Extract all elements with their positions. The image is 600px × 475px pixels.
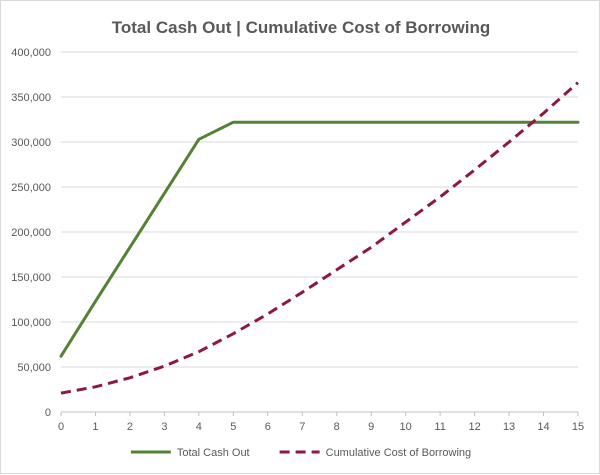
x-tick-label: 9 bbox=[368, 421, 374, 433]
y-tick-label: 400,000 bbox=[11, 47, 51, 59]
chart-title: Total Cash Out | Cumulative Cost of Borr… bbox=[112, 18, 490, 37]
x-tick-label: 5 bbox=[230, 421, 236, 433]
y-tick-label: 350,000 bbox=[11, 92, 51, 104]
x-tick-label: 7 bbox=[299, 421, 305, 433]
x-tick-label: 8 bbox=[334, 421, 340, 433]
x-tick-label: 1 bbox=[92, 421, 98, 433]
legend-label-2: Cumulative Cost of Borrowing bbox=[326, 447, 472, 459]
legend: Total Cash Out Cumulative Cost of Borrowi… bbox=[130, 447, 472, 459]
x-tick-label: 11 bbox=[434, 421, 445, 433]
gridlines bbox=[60, 51, 579, 416]
y-tick-label: 300,000 bbox=[11, 137, 51, 149]
series-lines bbox=[59, 81, 580, 395]
x-tick-label: 14 bbox=[537, 421, 549, 433]
x-tick-label: 4 bbox=[196, 421, 202, 433]
x-tick-label: 6 bbox=[265, 421, 271, 433]
series-line-1 bbox=[59, 120, 580, 358]
y-tick-label: 100,000 bbox=[11, 317, 51, 329]
x-tick-label: 0 bbox=[58, 421, 64, 433]
y-tick-label: 0 bbox=[45, 407, 51, 419]
y-tick-label: 50,000 bbox=[17, 362, 51, 374]
x-tick-label: 13 bbox=[503, 421, 515, 433]
x-tick-label: 2 bbox=[127, 421, 133, 433]
y-tick-label: 150,000 bbox=[11, 272, 51, 284]
legend-label-1: Total Cash Out bbox=[177, 447, 250, 459]
x-tick-label: 15 bbox=[572, 421, 584, 433]
x-tick-label: 10 bbox=[400, 421, 412, 433]
y-axis-tick-labels: 0 50,000 100,000 150,000 200,000 250,000 300,0… bbox=[11, 47, 51, 419]
x-tick-label: 3 bbox=[161, 421, 167, 433]
x-axis-tick-labels: 0 1 2 3 4 5 6 7 8 9 10 11 12 13 14 15 bbox=[58, 421, 584, 433]
x-tick-label: 12 bbox=[468, 421, 480, 433]
series-line-2 bbox=[60, 81, 579, 395]
y-tick-label: 250,000 bbox=[11, 182, 51, 194]
y-tick-label: 200,000 bbox=[11, 227, 51, 239]
